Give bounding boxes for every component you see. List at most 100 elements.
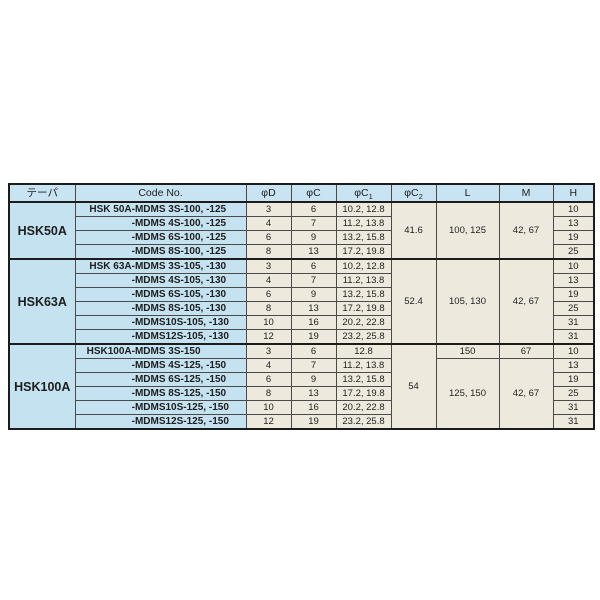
table-row: -MDMS 6S-100, -125 6 9 13.2, 15.8 19	[9, 230, 595, 245]
phi-d-cell: 3	[245, 201, 292, 217]
phi-c-cell: 19	[290, 329, 337, 345]
phi-c1-cell: 17.2, 19.8	[335, 386, 392, 401]
header-label: テーパ	[26, 186, 58, 199]
code-suffix: 3S-100, -125	[165, 203, 227, 215]
phi-c2-cell: 41.6	[390, 201, 437, 260]
table-row: -MDMS 8S-125, -150 8 13 17.2, 19.8 25	[9, 386, 595, 401]
phi-d-cell: 12	[245, 329, 292, 345]
code-prefix: -MDMS	[131, 231, 166, 243]
phi-c1-cell: 20.2, 22.8	[335, 315, 392, 330]
code-suffix: 6S-125, -150	[165, 373, 227, 385]
l-cell: 105, 130	[435, 258, 500, 345]
code-cell: HSK100A-MDMS 3S-150	[74, 343, 247, 359]
code-cell: -MDMS 10S-125, -150	[74, 400, 247, 415]
phi-c-cell: 9	[290, 287, 337, 302]
code-cell: -MDMS 12S-125, -150	[74, 414, 247, 430]
col-header-m: M	[498, 183, 554, 203]
phi-c-cell: 16	[290, 315, 337, 330]
table-row: -MDMS 12S-125, -150 12 19 23.2, 25.8 31	[9, 414, 595, 430]
code-suffix: 6S-105, -130	[165, 288, 227, 300]
code-suffix: 6S-100, -125	[165, 231, 227, 243]
code-cell: HSK 50A-MDMS 3S-100, -125	[74, 201, 247, 217]
h-cell: 31	[552, 414, 595, 430]
phi-c-cell: 13	[290, 244, 337, 260]
h-cell: 13	[552, 358, 595, 373]
phi-d-cell: 12	[245, 414, 292, 430]
phi-d-cell: 6	[245, 230, 292, 245]
phi-d-cell: 8	[245, 301, 292, 316]
h-cell: 25	[552, 386, 595, 401]
col-header-phi-d: φD	[245, 183, 292, 203]
phi-c1-cell: 23.2, 25.8	[335, 329, 392, 345]
phi-c-cell: 7	[290, 216, 337, 231]
phi-c1-cell: 13.2, 15.8	[335, 372, 392, 387]
col-header-phi-c2: φC2	[390, 183, 437, 203]
table-row: -MDMS 4S-125, -150 4 7 11.2, 13.8 125, 1…	[9, 358, 595, 430]
h-cell: 31	[552, 315, 595, 330]
phi-d-cell: 3	[245, 343, 292, 359]
code-suffix: 8S-125, -150	[165, 387, 227, 399]
h-cell: 10	[552, 343, 595, 359]
phi-c1-cell: 10.2, 12.8	[335, 258, 392, 274]
col-header-code-no: Code No.	[74, 183, 247, 203]
phi-d-cell: 6	[245, 287, 292, 302]
header-label: φC	[306, 186, 321, 199]
col-header-taper: テーパ	[8, 183, 76, 203]
phi-c-cell: 13	[290, 386, 337, 401]
h-cell: 19	[552, 287, 595, 302]
phi-d-cell: 6	[245, 372, 292, 387]
code-suffix: 12S-125, -150	[165, 415, 229, 427]
code-prefix: -MDMS	[131, 302, 166, 314]
phi-d-cell: 4	[245, 216, 292, 231]
table-row: -MDMS 8S-105, -130 8 13 17.2, 19.8 25	[9, 301, 595, 316]
table-row: HSK50A HSK 50A-MDMS 3S-100, -125 3 6 10.…	[8, 201, 595, 260]
phi-c-cell: 6	[290, 343, 337, 359]
phi-c1-cell: 11.2, 13.8	[335, 273, 392, 288]
table-row: -MDMS 10S-105, -130 10 16 20.2, 22.8 31	[9, 315, 595, 330]
m-cell: 42, 67	[498, 358, 554, 430]
h-cell: 13	[552, 273, 595, 288]
code-cell: -MDMS 4S-125, -150	[74, 358, 247, 373]
code-prefix: -MDMS	[131, 330, 166, 342]
header-label: φD	[261, 186, 276, 199]
phi-c1-cell: 13.2, 15.8	[335, 230, 392, 245]
phi-c-cell: 9	[290, 230, 337, 245]
phi-d-cell: 8	[245, 386, 292, 401]
l-cell: 125, 150	[435, 358, 500, 430]
code-prefix: -MDMS	[131, 359, 166, 371]
header-label: M	[521, 186, 531, 199]
m-cell: 67	[498, 343, 554, 359]
phi-d-cell: 4	[245, 273, 292, 288]
table-row: HSK100A HSK100A-MDMS 3S-150 3 6 12.8 54 …	[8, 343, 595, 430]
header-label: L	[464, 186, 471, 199]
code-prefix: -MDMS	[131, 373, 166, 385]
phi-c1-cell: 17.2, 19.8	[335, 301, 392, 316]
m-cell: 42, 67	[498, 258, 554, 345]
h-cell: 19	[552, 372, 595, 387]
phi-c2-cell: 52.4	[390, 258, 437, 345]
col-header-phi-c: φC	[290, 183, 337, 203]
code-cell: -MDMS 4S-100, -125	[74, 216, 247, 231]
code-cell: -MDMS 8S-125, -150	[74, 386, 247, 401]
h-cell: 10	[552, 258, 595, 274]
code-prefix: -MDMS	[131, 288, 166, 300]
phi-c-cell: 19	[290, 414, 337, 430]
code-cell: -MDMS 4S-105, -130	[74, 273, 247, 288]
code-prefix: -MDMS	[131, 387, 166, 399]
col-header-h: H	[552, 183, 595, 203]
phi-c-cell: 9	[290, 372, 337, 387]
code-suffix: 3S-150	[165, 345, 201, 357]
phi-c1-cell: 11.2, 13.8	[335, 358, 392, 373]
phi-c-cell: 16	[290, 400, 337, 415]
code-prefix: -MDMS	[131, 415, 166, 427]
code-suffix: 8S-100, -125	[165, 245, 227, 257]
h-cell: 10	[552, 201, 595, 217]
h-cell: 25	[552, 301, 595, 316]
code-cell: -MDMS 6S-100, -125	[74, 230, 247, 245]
header-label: Code No.	[138, 186, 183, 199]
col-header-l: L	[435, 183, 500, 203]
phi-c1-cell: 10.2, 12.8	[335, 201, 392, 217]
code-suffix: 4S-125, -150	[165, 359, 227, 371]
header-label: φC	[404, 186, 419, 199]
